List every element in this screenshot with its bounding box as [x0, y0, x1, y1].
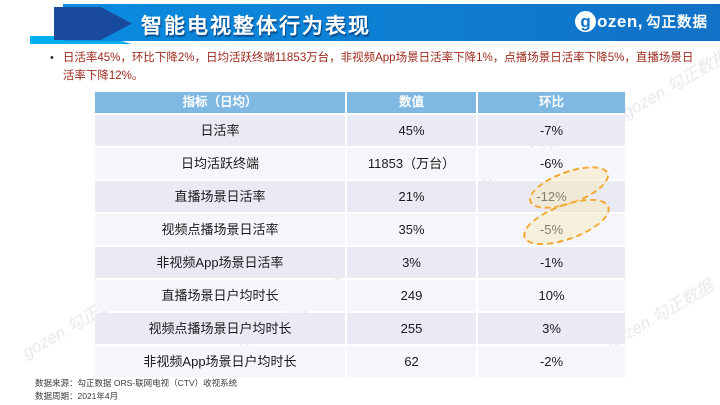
logo-cn-text: 勾正数据 — [646, 15, 708, 31]
mom-cell: 3% — [478, 313, 625, 344]
metrics-table: 指标（日均） 数值 环比 日活率 45% -7% 日均活跃终端 11853（万台… — [95, 92, 625, 377]
column-header-mom: 环比 — [538, 95, 564, 109]
value-cell: 62 — [347, 346, 478, 377]
logo-text: ozen, — [597, 11, 643, 31]
metric-cell: 视频点播场景日户均时长 — [95, 313, 347, 344]
value-cell: 35% — [347, 214, 478, 245]
data-source-note: 数据来源：勾正数据 ORS-联网电视（CTV）收视系统 — [35, 378, 238, 388]
mom-cell: -2% — [478, 346, 625, 377]
title-banner — [63, 4, 720, 41]
column-header-metric: 指标（日均） — [95, 92, 347, 113]
value-cell: 21% — [347, 181, 478, 212]
metric-cell: 日均活跃终端 — [95, 148, 347, 179]
table-row: 非视频App场景日户均时长 62 -2% — [95, 346, 625, 377]
table-header-row: 指标（日均） 数值 环比 — [95, 92, 625, 113]
value-cell: 3% — [347, 247, 478, 278]
table-row: 日均活跃终端 11853（万台） -6% — [95, 148, 625, 179]
table-row: 视频点播场景日户均时长 255 3% — [95, 313, 625, 344]
metric-cell: 直播场景日活率 — [95, 181, 347, 212]
mom-cell: -6% — [478, 148, 625, 179]
mom-cell: -1% — [478, 247, 625, 278]
table-row: 直播场景日户均时长 249 10% — [95, 280, 625, 311]
summary-text: 日活率45%，环比下降2%，日均活跃终端11853万台，非视频App场景日活率下… — [62, 52, 694, 82]
mom-cell: -7% — [478, 115, 625, 146]
summary-paragraph: • 日活率45%，环比下降2%，日均活跃终端11853万台，非视频App场景日活… — [50, 50, 698, 86]
footer-notes: 数据来源：勾正数据 ORS-联网电视（CTV）收视系统 数据周期：2021年4月 — [35, 377, 237, 403]
logo-g-icon: g — [575, 11, 597, 32]
metric-cell: 视频点播场景日活率 — [95, 214, 347, 245]
metric-cell: 日活率 — [95, 115, 347, 146]
bullet-icon: • — [50, 52, 54, 64]
data-period-note: 数据周期：2021年4月 — [35, 391, 119, 402]
value-cell: 45% — [347, 115, 478, 146]
column-header-value: 数值 — [347, 92, 478, 113]
table-row: 视频点播场景日活率 35% -5% — [95, 214, 625, 245]
value-cell: 255 — [347, 313, 478, 344]
mom-cell: -12% — [478, 181, 625, 212]
table-row: 直播场景日活率 21% -12% — [95, 181, 625, 212]
page-title: 智能电视整体行为表现 — [141, 15, 371, 38]
value-cell: 11853（万台） — [347, 148, 478, 179]
gozen-logo: g ozen, 勾正数据 — [575, 11, 708, 32]
mom-cell: 10% — [478, 280, 625, 311]
value-cell: 249 — [347, 280, 478, 311]
table-row: 非视频App场景日活率 3% -1% — [95, 247, 625, 278]
table-body: 日活率 45% -7% 日均活跃终端 11853（万台） -6% 直播场景日活率… — [95, 115, 625, 377]
metric-cell: 非视频App场景日活率 — [95, 247, 347, 278]
metric-cell: 直播场景日户均时长 — [95, 280, 347, 311]
metric-cell: 非视频App场景日户均时长 — [95, 346, 347, 377]
table-row: 日活率 45% -7% — [95, 115, 625, 146]
mom-cell: -5% — [478, 214, 625, 245]
